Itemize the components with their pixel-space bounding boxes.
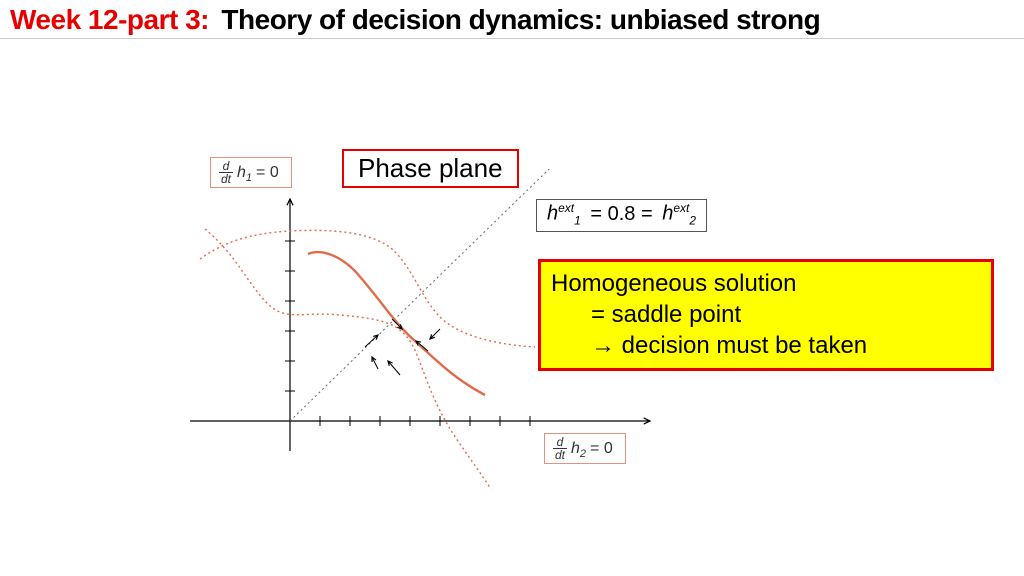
phase-plane-title-box: Phase plane (342, 149, 519, 188)
nullcline-h1-label-box: d dt h1= 0 (210, 157, 292, 188)
callout-line3: → decision must be taken (551, 330, 981, 361)
fraction-ddt-2: d dt (553, 436, 567, 461)
slide-title-bar: Week 12-part 3: Theory of decision dynam… (0, 0, 1024, 39)
callout-line1: Homogeneous solution (551, 268, 981, 299)
nullcline-h2-label-box: d dt h2= 0 (544, 433, 626, 464)
title-topic: Theory of decision dynamics: unbiased st… (221, 4, 820, 35)
fraction-ddt-1: d dt (219, 160, 233, 185)
title-week-part: Week 12-part 3: (10, 4, 209, 35)
callout-line2: = saddle point (551, 299, 981, 330)
slide-stage: d dt h1= 0 Phase plane hext1 = 0.8 = hex… (0, 39, 1024, 575)
external-input-box: hext1 = 0.8 = hext2 (536, 199, 707, 232)
saddle-point-callout: Homogeneous solution = saddle point → de… (538, 259, 994, 371)
